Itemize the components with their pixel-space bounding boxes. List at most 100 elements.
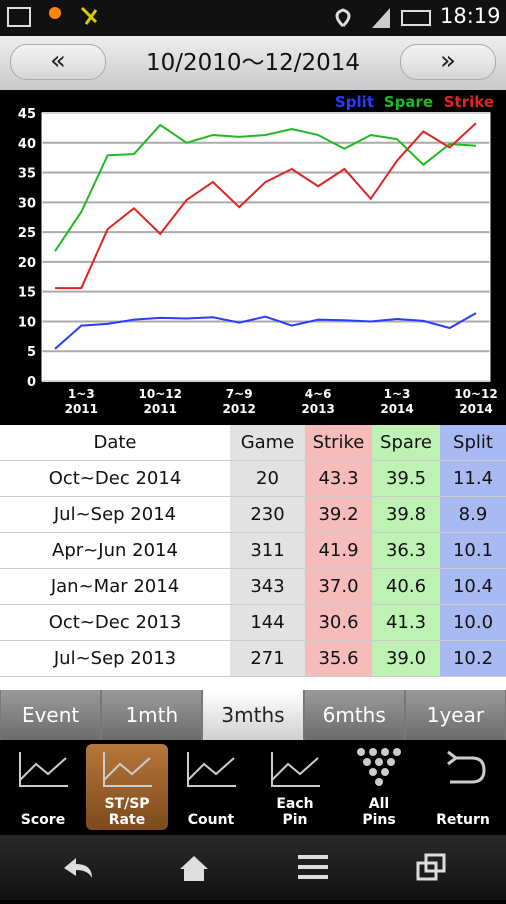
table-cell: 40.6 xyxy=(372,568,440,605)
menu-icon[interactable] xyxy=(298,855,328,879)
table-cell: Jul~Sep 2014 xyxy=(0,496,230,533)
signal-icon xyxy=(372,8,390,28)
chart: 0 5 10 15 20 25 30 35 40 45 Split Spare Strike xyxy=(18,93,494,390)
table-cell: 144 xyxy=(230,604,305,641)
tool-label: ST/SP Rate xyxy=(104,796,150,828)
table-cell: 39.5 xyxy=(372,460,440,497)
header-row: Date Game Strike Spare Split xyxy=(0,425,506,461)
period-tab[interactable]: 1year xyxy=(405,690,506,740)
table-row[interactable]: Jul~Sep 2014 230 39.2 39.8 8.9 xyxy=(0,496,506,533)
tool-label: Each Pin xyxy=(276,796,314,828)
icon-axes xyxy=(271,752,320,787)
table-cell: 8.9 xyxy=(440,496,506,533)
table-row[interactable]: Jul~Sep 2013 271 35.6 39.0 10.2 xyxy=(0,640,506,677)
legend-entry: Split xyxy=(335,93,374,111)
icon-pin xyxy=(381,748,389,756)
period-tab[interactable]: 1mth xyxy=(102,690,202,740)
period-tabs: Event 1mth 3mths 6mths 1year xyxy=(0,690,506,740)
icon-pin xyxy=(387,758,395,766)
icon-line xyxy=(271,757,319,781)
table-cell: 41.3 xyxy=(372,604,440,641)
x-tick-label: 10~12 2011 xyxy=(138,387,182,416)
table-cell: 39.0 xyxy=(372,640,440,677)
table-row[interactable]: Jan~Mar 2014 343 37.0 40.6 10.4 xyxy=(0,568,506,605)
tool-button[interactable]: ST/SP Rate xyxy=(86,744,168,830)
icon-pin xyxy=(369,768,377,776)
y-tick-label: 0 xyxy=(27,375,36,390)
plot-frame xyxy=(41,112,491,382)
period-title: 10/2010～12/2014 xyxy=(145,50,361,76)
icon-pin xyxy=(375,758,383,766)
table-cell: 11.4 xyxy=(440,460,506,497)
table-row[interactable]: Apr~Jun 2014 311 41.9 36.3 10.1 xyxy=(0,532,506,569)
series-line xyxy=(54,312,477,350)
tool-icon xyxy=(447,750,486,784)
period-tab[interactable]: Event xyxy=(1,690,101,740)
tool-icon xyxy=(271,752,320,787)
tool-button[interactable]: Each Pin xyxy=(254,744,336,830)
weather-icon xyxy=(49,7,61,19)
column-header: Date xyxy=(0,425,230,461)
tool-icon xyxy=(187,752,236,787)
table-cell: 36.3 xyxy=(372,532,440,569)
nav-bar xyxy=(0,835,506,900)
series-line xyxy=(54,123,477,252)
wifi-icon xyxy=(335,8,351,28)
table-cell: 343 xyxy=(230,568,305,605)
table-cell: 41.9 xyxy=(305,532,372,569)
icon-line xyxy=(103,757,151,781)
status-bar: 18:19 xyxy=(0,0,506,36)
icon-pin xyxy=(369,748,377,756)
period-tab[interactable]: 3mths xyxy=(203,690,303,740)
tool-button[interactable]: All Pins xyxy=(338,744,420,830)
y-tick-label: 35 xyxy=(18,167,36,182)
table-row[interactable]: Oct~Dec 2014 20 43.3 39.5 11.4 xyxy=(0,460,506,497)
icon-pin xyxy=(393,748,401,756)
icon-axes xyxy=(187,752,236,787)
table-cell: 311 xyxy=(230,532,305,569)
icon-pin xyxy=(375,778,383,786)
column-header: Split xyxy=(440,425,506,461)
y-tick-label: 5 xyxy=(27,345,36,360)
data-table: Date Game Strike Spare Split Oct~Dec 2014 20 43… xyxy=(0,425,506,690)
y-tick-label: 40 xyxy=(18,137,36,152)
plot-background xyxy=(42,113,490,381)
x-tick-label: 7~9 2012 xyxy=(222,387,256,416)
tool-button[interactable]: Return xyxy=(422,744,504,830)
next-button[interactable]: » xyxy=(400,44,496,80)
table-cell: 10.0 xyxy=(440,604,506,641)
gallery-icon xyxy=(7,7,31,27)
y-tick-label: 25 xyxy=(18,226,36,241)
table-cell: 10.1 xyxy=(440,532,506,569)
legend-entry: Spare xyxy=(384,93,433,111)
icon-pin xyxy=(363,758,371,766)
x-tick-label: 1~3 2011 xyxy=(64,387,99,416)
column-header: Strike xyxy=(305,425,372,461)
toolbar: Score ST/SP Rate Count Each Pin All Pins Retu… xyxy=(0,740,506,835)
recent-icon-back[interactable] xyxy=(424,853,446,873)
tool-button[interactable]: Count xyxy=(170,744,252,830)
table-cell: Apr~Jun 2014 xyxy=(0,532,230,569)
y-tick-label: 10 xyxy=(18,315,36,330)
nav-icons xyxy=(64,853,446,881)
tool-label: Count xyxy=(187,812,235,828)
status-icons xyxy=(7,6,431,28)
period-tab[interactable]: 6mths xyxy=(304,690,404,740)
x-tick-label: 4~6 2013 xyxy=(301,387,335,416)
x-tick-label: 10~12 2014 xyxy=(454,387,498,416)
column-header: Spare xyxy=(372,425,440,461)
tool-icon xyxy=(103,752,152,787)
tool-icon xyxy=(19,752,68,787)
table-cell: 20 xyxy=(230,460,305,497)
table-cell: 43.3 xyxy=(305,460,372,497)
tool-button[interactable]: Score xyxy=(2,744,84,830)
table-cell: 35.6 xyxy=(305,640,372,677)
table-row[interactable]: Oct~Dec 2013 144 30.6 41.3 10.0 xyxy=(0,604,506,641)
home-icon[interactable] xyxy=(180,856,208,881)
prev-button[interactable]: « xyxy=(10,44,106,80)
table-cell: 230 xyxy=(230,496,305,533)
table-cell: Oct~Dec 2013 xyxy=(0,604,230,641)
icon-pin xyxy=(357,748,365,756)
back-icon[interactable] xyxy=(64,858,92,878)
